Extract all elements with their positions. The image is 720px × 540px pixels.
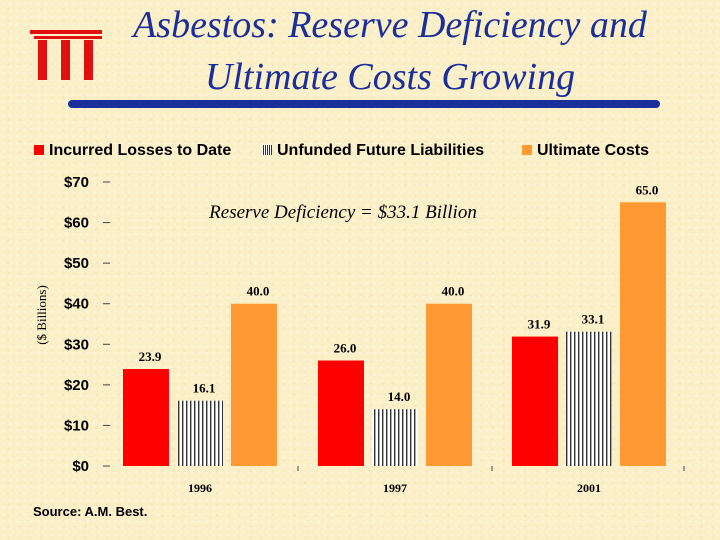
x-tick-label: 2001 [577,481,601,495]
y-tick-label: $40 [64,296,89,313]
data-label: 40.0 [442,284,465,299]
legend-item-incurred: Incurred Losses to Date [34,142,231,160]
iii-logo [30,30,102,80]
bar-unfunded [177,400,223,466]
data-label: 16.1 [193,381,216,396]
bar-ultimate [426,303,472,466]
data-label: 33.1 [582,312,605,327]
data-label: 31.9 [528,317,551,332]
page-title: Asbestos: Reserve Deficiency and [133,4,647,46]
bar-incurred [512,336,558,466]
x-tick-label: 1997 [383,481,407,495]
legend-label-incurred: Incurred Losses to Date [49,142,232,159]
data-label: 65.0 [636,182,659,197]
bar-incurred [123,369,169,466]
legend-item-ultimate: Ultimate Costs [522,142,649,160]
data-label: 26.0 [334,341,357,356]
y-tick-label: $10 [64,417,89,434]
legend-swatch-incurred [34,145,44,155]
legend-item-unfunded: Unfunded Future Liabilities [262,142,484,160]
y-tick-label: $20 [64,377,89,394]
y-tick-label: $50 [64,255,89,272]
bar-ultimate [231,303,277,466]
legend-label-ultimate: Ultimate Costs [537,142,650,159]
data-label: 14.0 [388,389,411,404]
source-note: Source: A.M. Best. [33,504,148,519]
data-label: 40.0 [247,284,270,299]
data-label: 23.9 [139,349,162,364]
chart-annotation: Reserve Deficiency = $33.1 Billion [208,202,477,223]
y-axis-label: ($ Billions) [34,285,49,345]
bar-unfunded [566,331,612,466]
legend-swatch-unfunded [262,145,272,155]
title-rule [68,100,660,108]
page-subtitle: Ultimate Costs Growing [204,56,576,98]
legend-label-unfunded: Unfunded Future Liabilities [277,142,485,159]
y-tick-label: $60 [64,215,89,232]
y-tick-label: $70 [64,174,89,191]
x-tick-label: 1996 [188,481,212,495]
legend-swatch-ultimate [522,145,532,155]
bar-incurred [318,360,364,466]
y-tick-label: $0 [72,458,89,475]
bar-ultimate [620,202,666,467]
y-tick-label: $30 [64,336,89,353]
bar-unfunded [372,409,418,466]
